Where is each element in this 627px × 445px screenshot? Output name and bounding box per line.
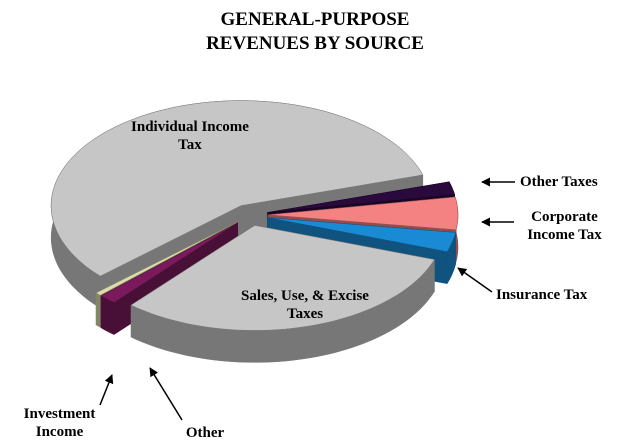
arrows: [99, 177, 515, 421]
slice-label: Investment Income: [23, 406, 96, 440]
slice-top: [130, 225, 435, 331]
slice: [130, 224, 435, 363]
slice-label: Individual Income Tax: [131, 119, 249, 153]
slice-rim: [95, 292, 101, 328]
slice-top: [100, 222, 238, 303]
slice-label: Sales, Use, & Excise Taxes: [241, 288, 369, 322]
slice-top: [267, 181, 456, 213]
slice-top: [50, 100, 424, 277]
arrow: [99, 374, 114, 406]
slice-label: Insurance Tax: [496, 287, 588, 303]
arrow: [149, 367, 183, 421]
slice-top: [95, 222, 237, 296]
arrow: [457, 267, 493, 293]
slices: [50, 100, 459, 363]
slice-top: [267, 217, 456, 252]
slice-top: [267, 196, 459, 231]
chart-title: GENERAL-PURPOSE REVENUES BY SOURCE: [206, 9, 424, 54]
slice-label: Other: [185, 425, 225, 441]
slice-label: Corporate Income Tax: [527, 209, 602, 243]
slice-label: Other Taxes: [520, 174, 598, 190]
